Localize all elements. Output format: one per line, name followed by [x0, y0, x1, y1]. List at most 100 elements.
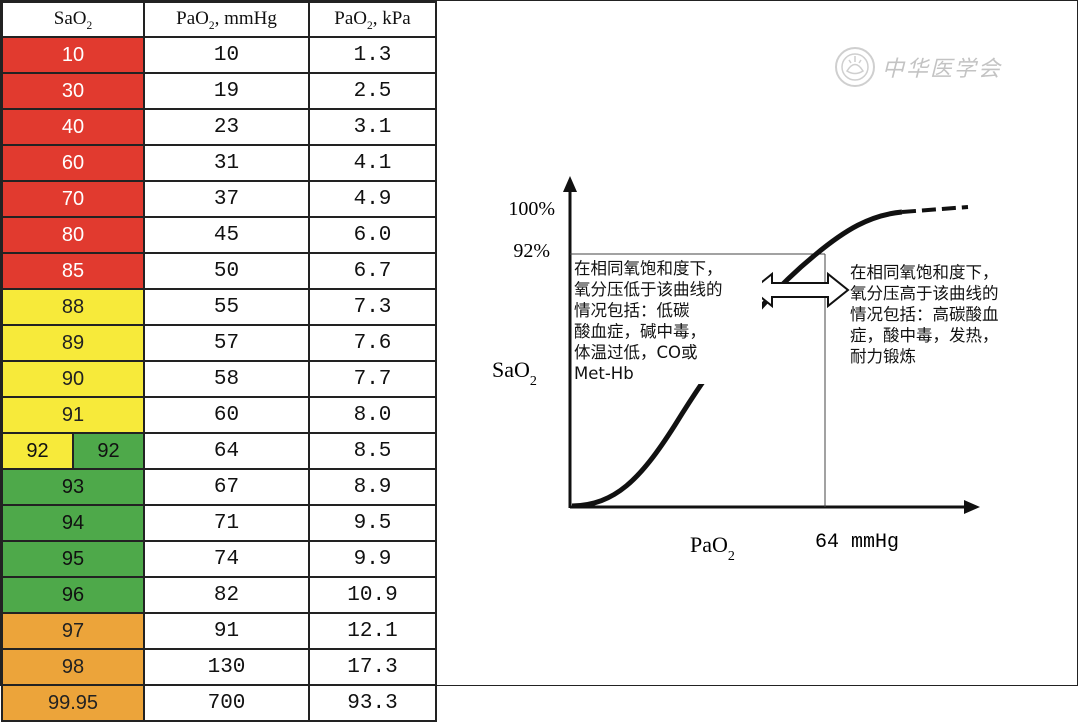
pao2-kpa-cell: 6.7 [308, 252, 437, 290]
table-row: 96 82 10.9 [1, 576, 437, 614]
sao2-cell: 30 [1, 72, 145, 110]
annotation-left: 在相同氧饱和度下， 氧分压低于该曲线的 情况包括：低碳 酸血症，碱中毒， 体温过… [574, 258, 762, 384]
pao2-mmhg-cell: 64 [143, 432, 310, 470]
pao2-mmhg-cell: 31 [143, 144, 310, 182]
pao2-mmhg-cell: 10 [143, 36, 310, 74]
pao2-kpa-cell: 8.9 [308, 468, 437, 506]
annotation-left-line: Met-Hb [574, 364, 634, 383]
annotation-right: 在相同氧饱和度下， 氧分压高于该曲线的 情况包括：高碳酸血 症，酸中毒，发热， … [850, 262, 1050, 367]
pao2-mmhg-cell: 58 [143, 360, 310, 398]
pao2-mmhg-cell: 57 [143, 324, 310, 362]
sao2-cell: 85 [1, 252, 145, 290]
table-row: 97 91 12.1 [1, 612, 437, 650]
saturation-table: SaO2 PaO2, mmHg PaO2, kPa 10 10 1.3 30 19 2.5… [1, 1, 437, 722]
table-row: 95 74 9.9 [1, 540, 437, 578]
pao2-kpa-cell: 93.3 [308, 684, 437, 722]
sao2-cell: 88 [1, 288, 145, 326]
sao2-cell: 95 [1, 540, 145, 578]
pao2-mmhg-cell: 82 [143, 576, 310, 614]
pao2-kpa-cell: 6.0 [308, 216, 437, 254]
table-row: 60 31 4.1 [1, 144, 437, 182]
pao2-kpa-cell: 17.3 [308, 648, 437, 686]
watermark: 中华医学会 [834, 46, 1002, 88]
sao2-cell-green: 92 [74, 434, 143, 468]
annotation-left-line: 氧分压低于该曲线的 [574, 280, 723, 299]
annotation-left-line: 体温过低，CO或 [574, 343, 698, 362]
pao2-mmhg-cell: 60 [143, 396, 310, 434]
pao2-mmhg-cell: 55 [143, 288, 310, 326]
sao2-cell: 10 [1, 36, 145, 74]
pao2-kpa-cell: 8.0 [308, 396, 437, 434]
sao2-cell: 93 [1, 468, 145, 506]
annotation-left-line: 酸血症，碱中毒， [574, 322, 706, 341]
watermark-text: 中华医学会 [882, 57, 1003, 82]
pao2-kpa-cell: 2.5 [308, 72, 437, 110]
sao2-cell: 92 92 [1, 432, 145, 470]
pao2-kpa-cell: 3.1 [308, 108, 437, 146]
table-row: 99.95 700 93.3 [1, 684, 437, 722]
sao2-cell: 70 [1, 180, 145, 218]
pao2-mmhg-cell: 37 [143, 180, 310, 218]
table-row: 88 55 7.3 [1, 288, 437, 326]
table-body: 10 10 1.3 30 19 2.5 40 23 3.1 60 31 4.1 70 37 4.9 80 45 6… [1, 36, 437, 722]
sao2-cell-yellow: 92 [3, 434, 74, 468]
y-axis-arrow [563, 176, 577, 192]
header-sao2: SaO2 [1, 1, 145, 38]
x-marker-64mmhg: 64 mmHg [815, 531, 899, 554]
table-header-row: SaO2 PaO2, mmHg PaO2, kPa [1, 1, 437, 38]
sao2-cell: 99.95 [1, 684, 145, 722]
annotation-right-line: 症，酸中毒，发热， [850, 326, 999, 345]
dissociation-curve-dashed [901, 205, 969, 214]
sao2-cell: 98 [1, 648, 145, 686]
x-axis-label: PaO2 [690, 532, 735, 564]
pao2-mmhg-cell: 91 [143, 612, 310, 650]
table-row: 90 58 7.7 [1, 360, 437, 398]
table-row: 70 37 4.9 [1, 180, 437, 218]
pao2-mmhg-cell: 74 [143, 540, 310, 578]
pao2-kpa-cell: 1.3 [308, 36, 437, 74]
pao2-kpa-cell: 4.9 [308, 180, 437, 218]
annotation-left-line: 在相同氧饱和度下， [574, 259, 723, 278]
pao2-kpa-cell: 7.7 [308, 360, 437, 398]
pao2-kpa-cell: 10.9 [308, 576, 437, 614]
annotation-right-line: 在相同氧饱和度下， [850, 263, 999, 282]
pao2-kpa-cell: 9.9 [308, 540, 437, 578]
pao2-mmhg-cell: 19 [143, 72, 310, 110]
sao2-cell: 91 [1, 396, 145, 434]
pao2-kpa-cell: 12.1 [308, 612, 437, 650]
sao2-cell: 60 [1, 144, 145, 182]
x-axis-arrow [964, 500, 980, 514]
pao2-mmhg-cell: 67 [143, 468, 310, 506]
society-seal-icon [835, 47, 875, 87]
y-axis-label: SaO2 [492, 357, 537, 389]
annotation-right-line: 氧分压高于该曲线的 [850, 284, 999, 303]
pao2-kpa-cell: 7.6 [308, 324, 437, 362]
sao2-cell: 97 [1, 612, 145, 650]
header-pao2-mmhg: PaO2, mmHg [143, 1, 310, 38]
pao2-kpa-cell: 8.5 [308, 432, 437, 470]
table-row: 30 19 2.5 [1, 72, 437, 110]
pao2-kpa-cell: 7.3 [308, 288, 437, 326]
table-row: 80 45 6.0 [1, 216, 437, 254]
y-tick-100: 100% [508, 198, 555, 220]
pao2-kpa-cell: 4.1 [308, 144, 437, 182]
annotation-left-line: 情况包括：低碳 [574, 301, 690, 320]
sao2-cell: 96 [1, 576, 145, 614]
figure-frame [0, 0, 1078, 686]
table-row: 89 57 7.6 [1, 324, 437, 362]
pao2-mmhg-cell: 700 [143, 684, 310, 722]
table-row: 91 60 8.0 [1, 396, 437, 434]
table-row: 92 92 64 8.5 [1, 432, 437, 470]
sao2-cell: 80 [1, 216, 145, 254]
sao2-cell: 40 [1, 108, 145, 146]
double-arrow-icon [750, 271, 850, 309]
pao2-mmhg-cell: 45 [143, 216, 310, 254]
table-row: 10 10 1.3 [1, 36, 437, 74]
table-row: 40 23 3.1 [1, 108, 437, 146]
oxygen-dissociation-chart: 100% 92% SaO2 PaO2 64 mmHg [492, 176, 980, 564]
table-row: 98 130 17.3 [1, 648, 437, 686]
pao2-kpa-cell: 9.5 [308, 504, 437, 542]
annotation-right-line: 情况包括：高碳酸血 [850, 305, 999, 324]
pao2-mmhg-cell: 130 [143, 648, 310, 686]
table-row: 85 50 6.7 [1, 252, 437, 290]
